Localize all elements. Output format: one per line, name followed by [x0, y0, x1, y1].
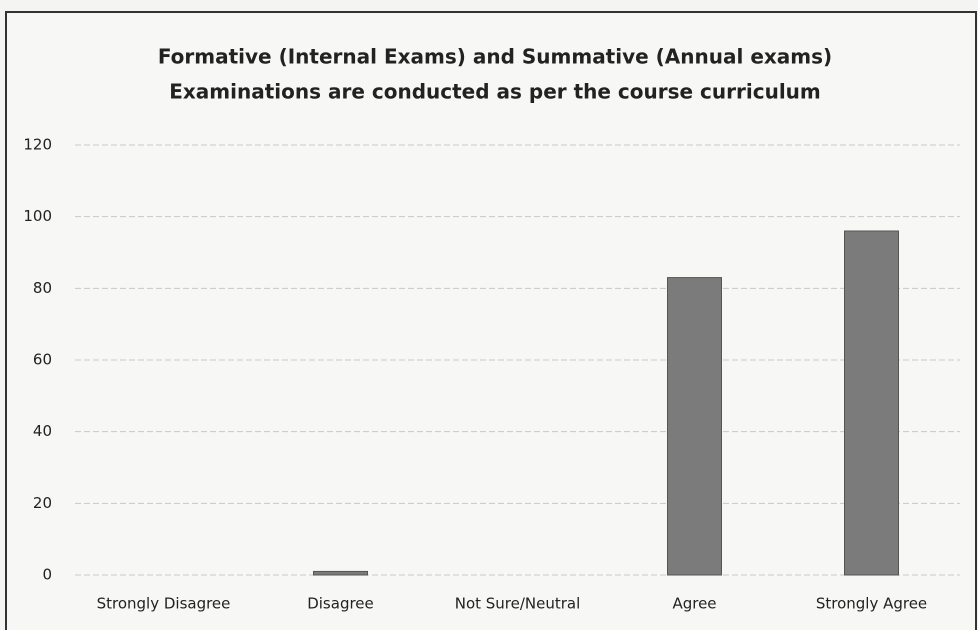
chart-frame	[5, 11, 977, 630]
y-tick-label: 0	[42, 566, 52, 584]
x-tick-label: Strongly Disagree	[97, 595, 231, 613]
x-tick-label: Disagree	[307, 595, 374, 613]
bar	[667, 277, 722, 576]
chart-title: Formative (Internal Exams) and Summative…	[158, 45, 832, 69]
x-tick-label: Strongly Agree	[816, 595, 927, 613]
x-tick-label: Agree	[672, 595, 716, 613]
y-tick-label: 20	[33, 494, 52, 512]
y-tick-label: 80	[33, 279, 52, 297]
y-tick-label: 100	[23, 207, 52, 225]
chart-title: Examinations are conducted as per the co…	[169, 80, 821, 104]
y-tick-label: 60	[33, 351, 52, 369]
bar	[844, 230, 899, 576]
y-tick-label: 120	[23, 136, 52, 154]
x-tick-label: Not Sure/Neutral	[455, 595, 581, 613]
y-tick-label: 40	[33, 422, 52, 440]
bar	[313, 570, 368, 576]
